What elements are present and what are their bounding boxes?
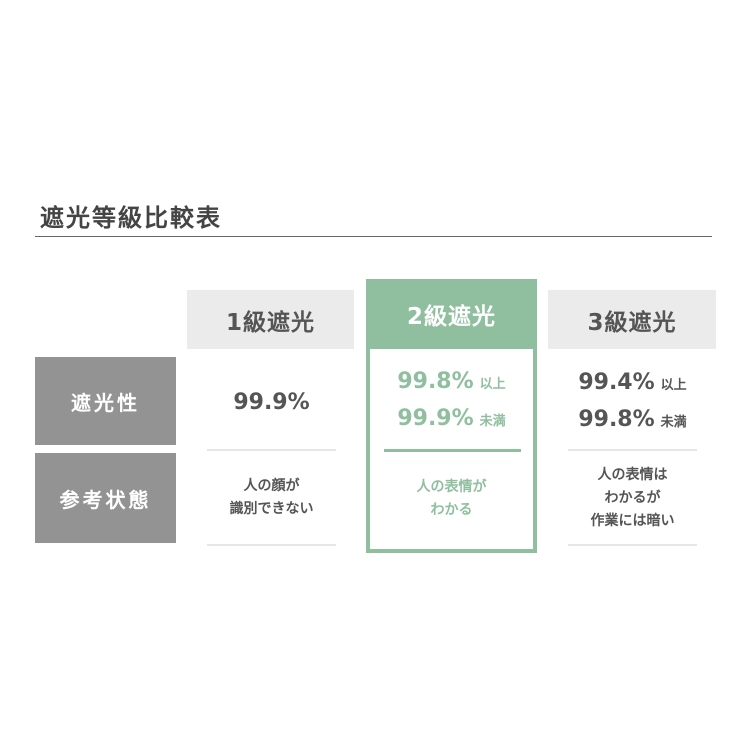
suffix: 未満 (479, 414, 506, 429)
divider (207, 544, 336, 546)
desc-line: 人の表情は (597, 466, 668, 483)
grade2-pct-max: 99.9% (397, 406, 474, 431)
grade1-pct: 99.9% (233, 390, 310, 415)
title-divider (35, 236, 712, 237)
grade3-shading-cell: 99.4% 以上 99.8% 未満 (568, 357, 697, 449)
row-label-reference: 参考状態 (35, 453, 176, 543)
grade3-reference-cell: 人の表情は わかるが 作業には暗い (568, 453, 697, 543)
grade2-pct-min: 99.8% (397, 369, 474, 394)
grade2-shading-cell: 99.8% 以上 99.9% 未満 (366, 355, 537, 449)
desc-line: わかるが (604, 489, 661, 506)
desc-line: 人の顔が (243, 478, 300, 494)
suffix: 以上 (660, 378, 687, 393)
column-header-grade1: 1級遮光 (187, 290, 354, 349)
suffix: 未満 (660, 415, 687, 430)
row-label-shading: 遮光性 (35, 357, 176, 445)
suffix: 以上 (479, 377, 506, 392)
grade1-shading-cell: 99.9% (207, 357, 336, 449)
divider (568, 544, 697, 546)
column-header-grade2: 2級遮光 (366, 279, 537, 349)
divider (384, 449, 521, 452)
desc-line: わかる (430, 502, 473, 518)
grade1-reference-cell: 人の顔が 識別できない (207, 453, 336, 543)
desc-line: 識別できない (229, 501, 314, 517)
grade2-reference-cell: 人の表情が わかる (366, 455, 537, 543)
column-header-grade3: 3級遮光 (548, 290, 716, 349)
divider (207, 449, 336, 451)
desc-line: 人の表情が (416, 479, 487, 495)
desc-line: 作業には暗い (590, 512, 675, 529)
grade3-pct-max: 99.8% (578, 407, 655, 432)
divider (568, 449, 697, 451)
grade3-pct-min: 99.4% (578, 370, 655, 395)
page-title: 遮光等級比較表 (40, 204, 222, 232)
